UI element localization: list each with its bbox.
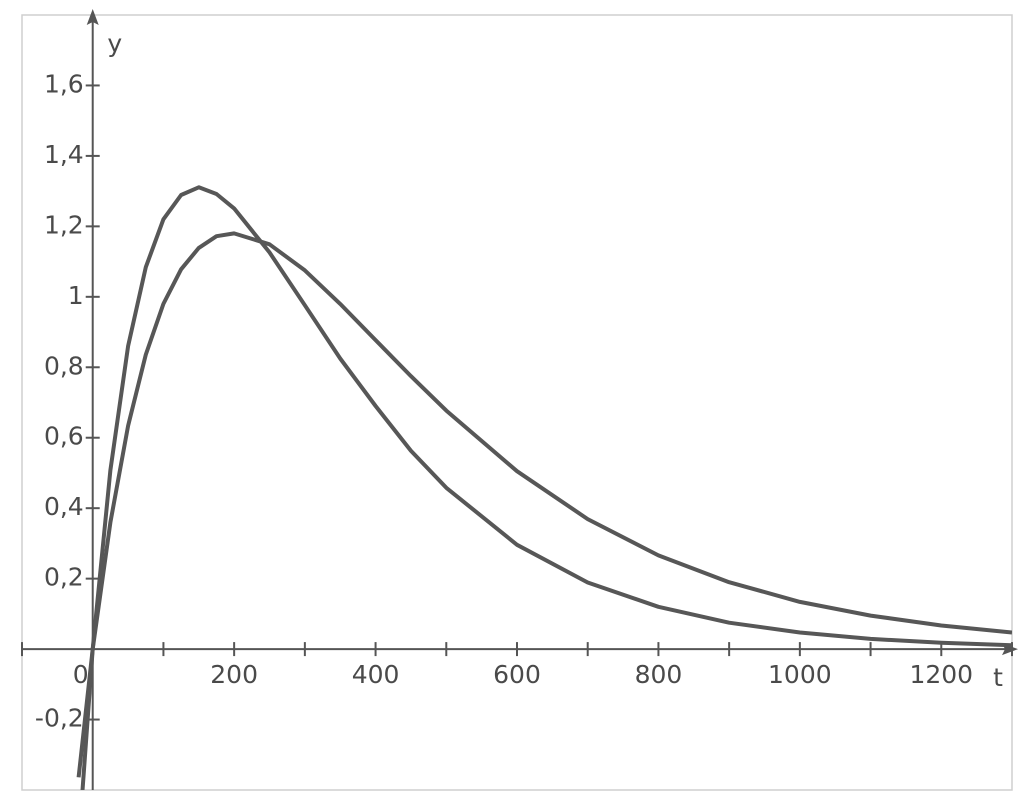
curves xyxy=(76,185,1012,790)
y-axis-label: y xyxy=(107,29,122,58)
y-tick-label: -0,2 xyxy=(35,704,84,733)
curve xyxy=(80,185,1012,790)
y-tick-label: 1,6 xyxy=(44,69,84,98)
y-tick-label: 1,2 xyxy=(44,210,84,239)
y-axis-arrow xyxy=(86,9,99,25)
x-tick-label: 1000 xyxy=(768,660,832,689)
y-tick-label: 1,4 xyxy=(44,140,84,169)
x-tick-label: 1200 xyxy=(909,660,973,689)
y-tick-label: 0,6 xyxy=(44,422,84,451)
x-axis-label: t xyxy=(993,663,1003,692)
x-tick-label: 200 xyxy=(210,660,258,689)
y-tick-label: 0,8 xyxy=(44,351,84,380)
x-tick-label: 800 xyxy=(635,660,683,689)
x-tick-label: 0 xyxy=(73,660,89,689)
x-tick-label: 600 xyxy=(493,660,541,689)
plot-frame xyxy=(21,14,1013,791)
y-tick-label: 0,4 xyxy=(44,492,84,521)
x-tick-label: 400 xyxy=(352,660,400,689)
y-tick-label: 1 xyxy=(68,281,84,310)
curve xyxy=(76,231,1012,778)
labels: -0,2 0,2 0,4 0,6 0,8 1 1,2 1,4 1,6 0 200 400 600 800 1… xyxy=(35,29,1003,733)
y-tick-label: 0,2 xyxy=(44,563,84,592)
